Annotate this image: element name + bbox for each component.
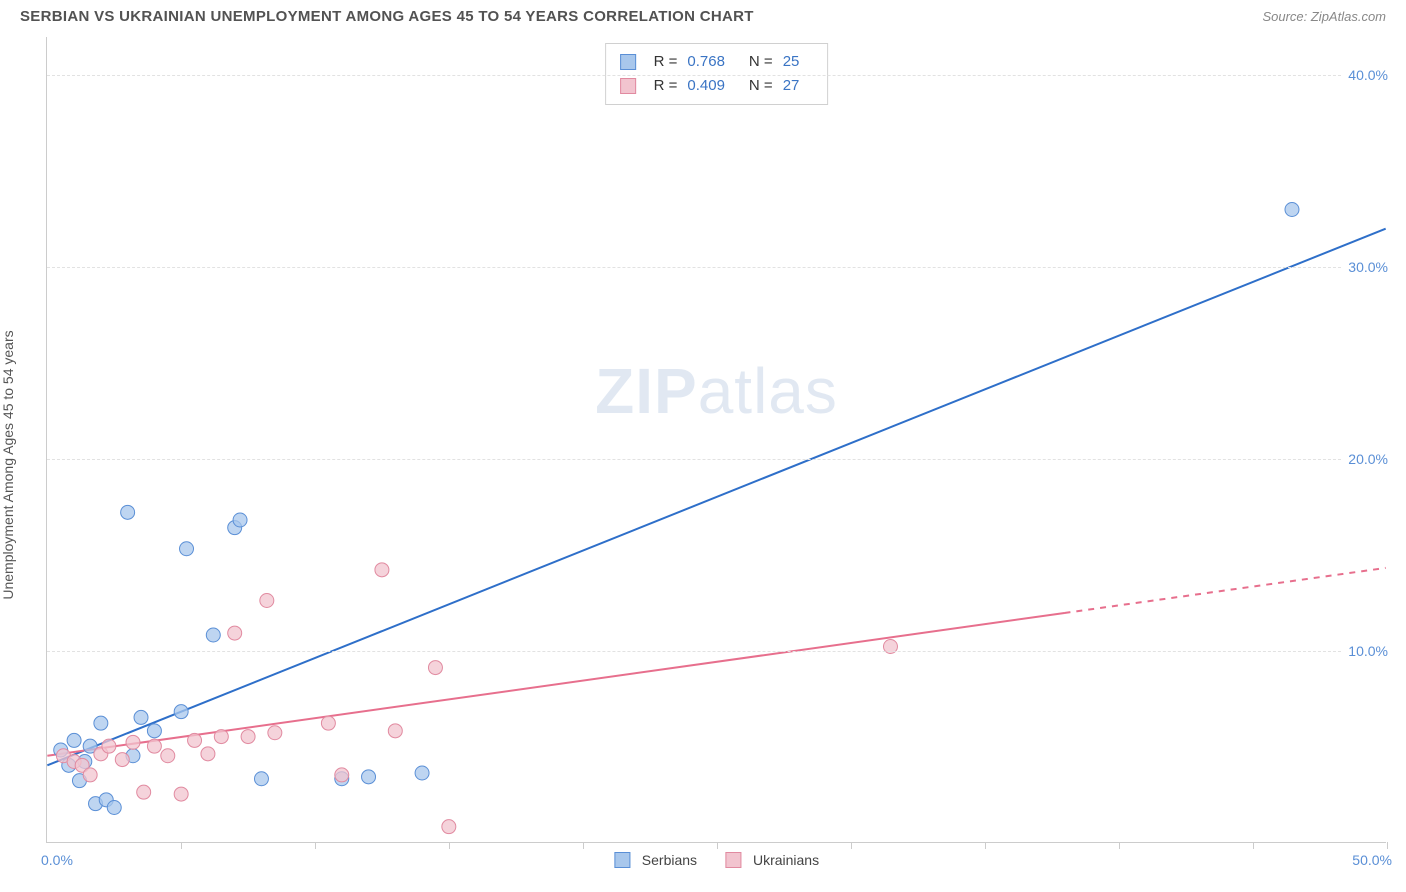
data-point-ukrainians bbox=[241, 730, 255, 744]
grid-line bbox=[47, 75, 1386, 76]
y-tick-label: 20.0% bbox=[1342, 451, 1388, 467]
legend-label-ukrainians: Ukrainians bbox=[753, 852, 819, 868]
source-attribution: Source: ZipAtlas.com bbox=[1262, 9, 1386, 24]
data-point-ukrainians bbox=[188, 733, 202, 747]
r-value-serbians: 0.768 bbox=[687, 50, 725, 74]
x-tick bbox=[1119, 842, 1120, 849]
grid-line bbox=[47, 459, 1386, 460]
n-label: N = bbox=[749, 74, 773, 98]
data-point-ukrainians bbox=[428, 661, 442, 675]
x-tick bbox=[985, 842, 986, 849]
data-point-serbians bbox=[206, 628, 220, 642]
plot-area: ZIPatlas R = 0.768 N = 25 R = 0.409 N = … bbox=[46, 37, 1386, 843]
y-tick-label: 40.0% bbox=[1342, 67, 1388, 83]
data-point-ukrainians bbox=[201, 747, 215, 761]
stats-row-ukrainians: R = 0.409 N = 27 bbox=[620, 74, 814, 98]
header: SERBIAN VS UKRAINIAN UNEMPLOYMENT AMONG … bbox=[0, 0, 1406, 29]
grid-line bbox=[47, 267, 1386, 268]
chart-container: Unemployment Among Ages 45 to 54 years Z… bbox=[0, 29, 1406, 885]
data-point-ukrainians bbox=[260, 594, 274, 608]
x-tick bbox=[181, 842, 182, 849]
n-value-ukrainians: 27 bbox=[783, 74, 800, 98]
data-point-ukrainians bbox=[321, 716, 335, 730]
x-origin-label: 0.0% bbox=[41, 852, 73, 868]
data-point-serbians bbox=[362, 770, 376, 784]
data-point-ukrainians bbox=[174, 787, 188, 801]
n-label: N = bbox=[749, 50, 773, 74]
r-label: R = bbox=[654, 50, 678, 74]
x-end-label: 50.0% bbox=[1352, 852, 1392, 868]
r-label: R = bbox=[654, 74, 678, 98]
scatter-points-layer bbox=[47, 37, 1386, 842]
data-point-serbians bbox=[1285, 203, 1299, 217]
x-tick bbox=[1253, 842, 1254, 849]
data-point-serbians bbox=[94, 716, 108, 730]
legend-item-ukrainians: Ukrainians bbox=[725, 852, 819, 868]
data-point-ukrainians bbox=[83, 768, 97, 782]
data-point-ukrainians bbox=[102, 739, 116, 753]
series-legend: Serbians Ukrainians bbox=[614, 852, 819, 868]
data-point-serbians bbox=[147, 724, 161, 738]
stats-row-serbians: R = 0.768 N = 25 bbox=[620, 50, 814, 74]
legend-label-serbians: Serbians bbox=[642, 852, 697, 868]
data-point-ukrainians bbox=[388, 724, 402, 738]
swatch-serbians bbox=[614, 852, 630, 868]
data-point-ukrainians bbox=[268, 726, 282, 740]
data-point-ukrainians bbox=[228, 626, 242, 640]
stats-legend: R = 0.768 N = 25 R = 0.409 N = 27 bbox=[605, 43, 829, 105]
n-value-serbians: 25 bbox=[783, 50, 800, 74]
x-tick bbox=[851, 842, 852, 849]
data-point-serbians bbox=[254, 772, 268, 786]
x-tick bbox=[717, 842, 718, 849]
y-axis-title: Unemployment Among Ages 45 to 54 years bbox=[0, 330, 16, 599]
data-point-ukrainians bbox=[335, 768, 349, 782]
grid-line bbox=[47, 651, 1386, 652]
data-point-serbians bbox=[180, 542, 194, 556]
swatch-ukrainians bbox=[620, 78, 636, 94]
x-tick bbox=[583, 842, 584, 849]
x-tick bbox=[315, 842, 316, 849]
legend-item-serbians: Serbians bbox=[614, 852, 697, 868]
data-point-serbians bbox=[174, 705, 188, 719]
data-point-ukrainians bbox=[147, 739, 161, 753]
data-point-serbians bbox=[415, 766, 429, 780]
data-point-ukrainians bbox=[214, 730, 228, 744]
data-point-serbians bbox=[233, 513, 247, 527]
data-point-ukrainians bbox=[442, 820, 456, 834]
data-point-ukrainians bbox=[375, 563, 389, 577]
r-value-ukrainians: 0.409 bbox=[687, 74, 725, 98]
x-tick bbox=[1387, 842, 1388, 849]
data-point-ukrainians bbox=[115, 753, 129, 767]
data-point-serbians bbox=[67, 733, 81, 747]
chart-title: SERBIAN VS UKRAINIAN UNEMPLOYMENT AMONG … bbox=[20, 8, 754, 25]
data-point-ukrainians bbox=[126, 735, 140, 749]
data-point-serbians bbox=[121, 505, 135, 519]
data-point-ukrainians bbox=[137, 785, 151, 799]
data-point-ukrainians bbox=[161, 749, 175, 763]
data-point-serbians bbox=[107, 801, 121, 815]
data-point-serbians bbox=[134, 710, 148, 724]
y-tick-label: 30.0% bbox=[1342, 259, 1388, 275]
swatch-ukrainians bbox=[725, 852, 741, 868]
x-tick bbox=[449, 842, 450, 849]
swatch-serbians bbox=[620, 54, 636, 70]
y-tick-label: 10.0% bbox=[1342, 643, 1388, 659]
